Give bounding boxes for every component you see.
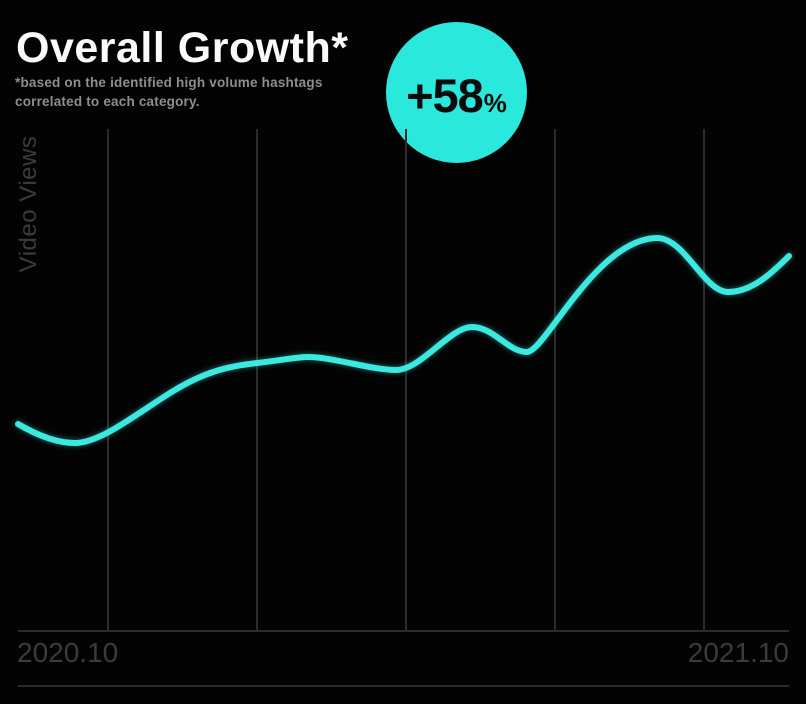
x-tick-start: 2020.10 [17,637,119,668]
gridline [703,129,705,632]
growth-line [15,235,792,446]
growth-badge: +58 % [386,22,527,163]
growth-badge-value: +58 [406,69,484,122]
growth-badge-text: +58 % [406,68,507,123]
subtitle-line-1: *based on the identified high volume has… [15,75,323,90]
subtitle-line-2: correlated to each category. [15,94,200,109]
x-tick-end: 2021.10 [687,637,789,668]
page-title: Overall Growth* [16,24,349,72]
growth-badge-unit: % [483,88,507,118]
gridline [405,129,407,632]
gridline [256,129,258,632]
x-axis-line [18,630,789,632]
gridline [554,129,556,632]
bottom-divider [18,685,789,687]
gridline [107,129,109,632]
